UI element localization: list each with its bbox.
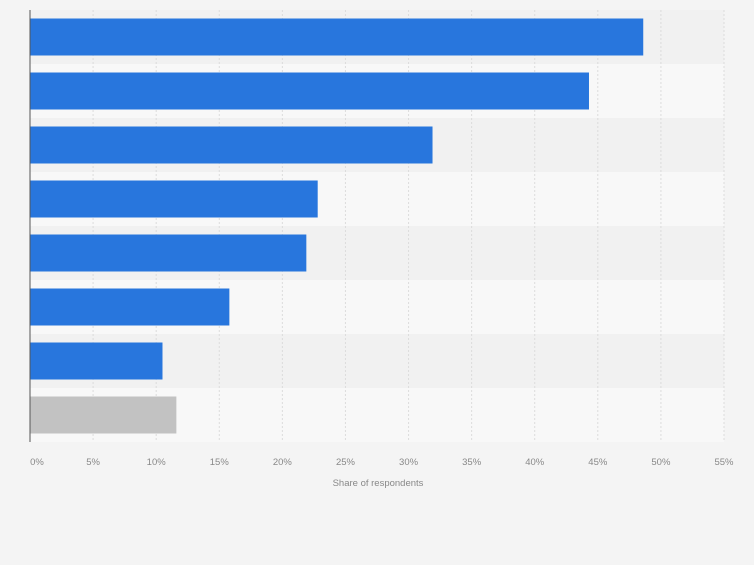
x-axis-title: Share of respondents — [333, 478, 424, 489]
x-tick-label: 25% — [336, 457, 356, 468]
bar[interactable] — [30, 72, 589, 110]
bar[interactable] — [30, 180, 318, 218]
x-tick-label: 35% — [462, 457, 482, 468]
bar[interactable] — [30, 234, 307, 272]
x-tick-label: 20% — [273, 457, 293, 468]
x-tick-label: 0% — [30, 457, 44, 468]
bar[interactable] — [30, 126, 433, 164]
x-tick-label: 10% — [147, 457, 167, 468]
x-tick-label: 50% — [651, 457, 671, 468]
x-axis-ticks: 0% 5% 10% 15% 20% 25% 30% 35% 40% 45% 50% 55% — [30, 457, 734, 468]
x-tick-label: 40% — [525, 457, 545, 468]
bar[interactable] — [30, 18, 644, 56]
x-tick-label: 55% — [714, 457, 734, 468]
bar[interactable] — [30, 342, 163, 380]
bars — [30, 18, 644, 434]
x-tick-label: 5% — [86, 457, 100, 468]
bar[interactable] — [30, 288, 230, 326]
x-tick-label: 45% — [588, 457, 608, 468]
x-tick-label: 15% — [210, 457, 230, 468]
x-tick-label: 30% — [399, 457, 419, 468]
bar[interactable] — [30, 396, 177, 434]
